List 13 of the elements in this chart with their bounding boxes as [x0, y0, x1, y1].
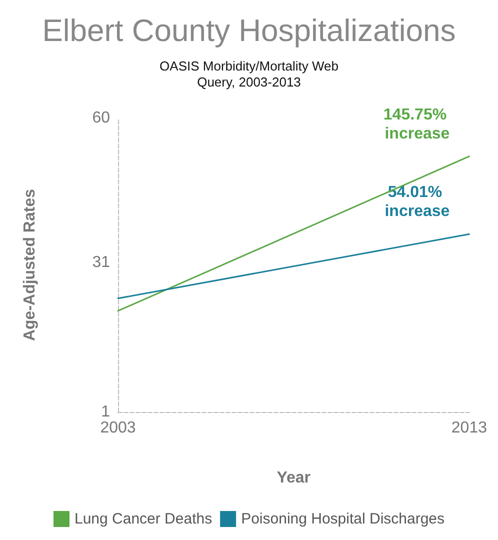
x-axis-title: Year [276, 470, 311, 486]
x-tick-label: 2013 [451, 420, 488, 436]
x-tick-label: 2003 [100, 420, 136, 436]
y-tick-label: 60 [92, 110, 110, 126]
y-tick-label: 1 [101, 404, 110, 420]
legend-label: Poisoning Hospital Discharges [241, 510, 445, 528]
annotation: 145.75% increase [383, 106, 452, 142]
chart-subtitle: OASIS Morbidity/Mortality Web Query, 2003-2013 [160, 58, 338, 90]
y-axis-title: Age-Adjusted Rates [22, 188, 38, 342]
y-tick-label: 31 [92, 254, 110, 272]
legend-label: Lung Cancer Deaths [74, 510, 212, 528]
annotation: 54.01% increase [384, 184, 450, 220]
chart-title: Elbert County Hospitalizations [42, 13, 456, 48]
